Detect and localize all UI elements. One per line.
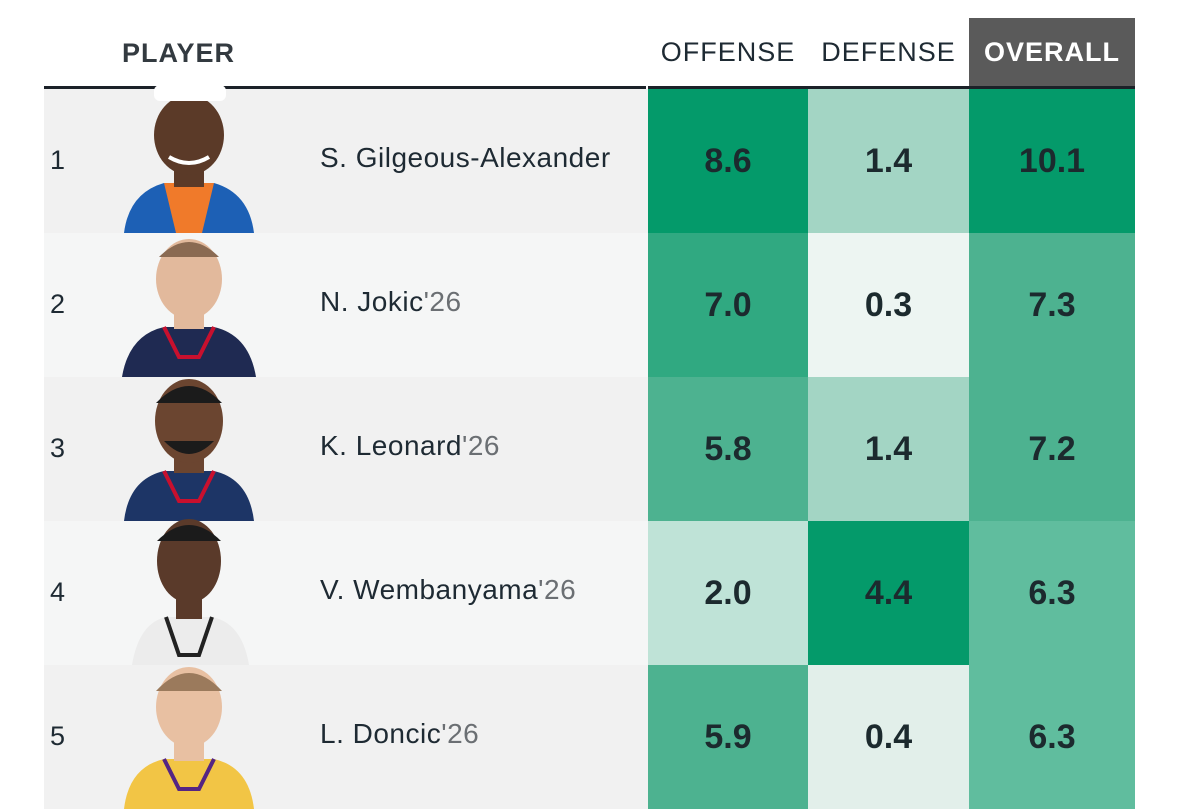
player-name[interactable]: K. Leonard'26 xyxy=(320,430,500,461)
overall-column-header[interactable]: OVERALL xyxy=(969,18,1135,89)
player-headshot xyxy=(124,85,254,233)
table-row[interactable]: 5 L. Doncic'26 xyxy=(44,665,648,809)
overall-cell: 6.3 xyxy=(969,665,1135,809)
rank-number: 2 xyxy=(50,289,66,319)
player-name[interactable]: V. Wembanyama'26 xyxy=(320,574,577,605)
player-name[interactable]: L. Doncic'26 xyxy=(320,718,480,749)
rank-number: 5 xyxy=(50,721,66,751)
defense-cell: 0.3 xyxy=(808,233,969,377)
defense-cell: 1.4 xyxy=(808,89,969,233)
defense-cell: 0.4 xyxy=(808,665,969,809)
player-headshot xyxy=(132,519,249,665)
table-row[interactable]: 2 N. Jokic'26 xyxy=(44,233,648,377)
overall-cell: 7.3 xyxy=(969,233,1135,377)
player-headshot xyxy=(124,379,254,521)
overall-cell: 6.3 xyxy=(969,521,1135,665)
defense-column-header[interactable]: DEFENSE xyxy=(808,18,969,89)
player-column-header[interactable]: PLAYER xyxy=(44,18,646,89)
player-headshot xyxy=(122,239,256,377)
offense-column-header[interactable]: OFFENSE xyxy=(648,18,808,89)
player-name[interactable]: N. Jokic'26 xyxy=(320,286,462,317)
defense-cell: 4.4 xyxy=(808,521,969,665)
overall-cell: 10.1 xyxy=(969,89,1135,233)
defense-cell: 1.4 xyxy=(808,377,969,521)
player-name[interactable]: S. Gilgeous-Alexander xyxy=(320,142,611,173)
rank-number: 1 xyxy=(50,145,66,175)
offense-cell: 7.0 xyxy=(648,233,808,377)
rank-number: 3 xyxy=(50,433,66,463)
offense-cell: 8.6 xyxy=(648,89,808,233)
table-row[interactable]: 4 V. Wembanyama'26 xyxy=(44,519,648,665)
player-header-label: PLAYER xyxy=(122,38,236,68)
offense-cell: 2.0 xyxy=(648,521,808,665)
offense-cell: 5.8 xyxy=(648,377,808,521)
rank-number: 4 xyxy=(50,577,66,607)
overall-cell: 7.2 xyxy=(969,377,1135,521)
player-headshot xyxy=(124,667,254,809)
table-row[interactable]: 1 S. Gilgeous-Alexander xyxy=(44,85,648,233)
table-row[interactable]: 3 K. Leonard'26 xyxy=(44,377,648,521)
offense-cell: 5.9 xyxy=(648,665,808,809)
